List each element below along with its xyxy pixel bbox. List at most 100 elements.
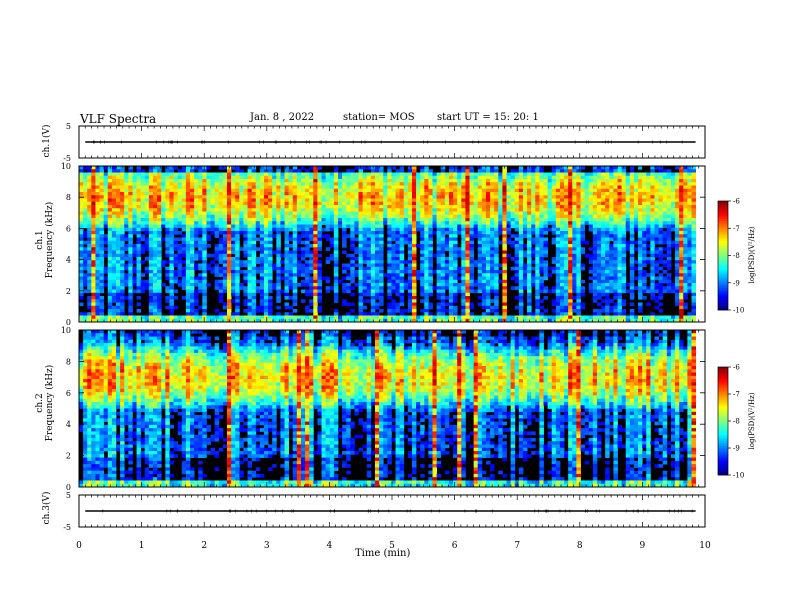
ch1-spectrogram-cell	[87, 237, 92, 242]
ch1-spectrogram-cell	[387, 266, 392, 271]
ch1-spectrogram-cell	[214, 266, 220, 271]
ch1-spectrogram-cell	[399, 260, 405, 264]
ch1-spectrogram-cell	[584, 315, 590, 320]
ch1-spectrogram-cell	[547, 188, 553, 193]
ch1-spectrogram-cell	[325, 289, 331, 294]
ch1-spectrogram-cell	[555, 257, 561, 261]
ch1-spectrogram-cell	[317, 315, 322, 320]
ch1-spectrogram-cell	[358, 240, 364, 245]
ch1-spectrogram-cell	[564, 224, 569, 229]
ch1-spectrogram-cell	[559, 227, 565, 232]
ch1-spectrogram-cell	[387, 309, 392, 313]
ch1-spectrogram-cell	[148, 237, 154, 242]
ch1-spectrogram-cell	[494, 179, 499, 183]
ch1-spectrogram-cell	[284, 211, 290, 216]
ch1-spectrogram-cell	[543, 211, 549, 216]
ch1-spectrogram-cell	[391, 198, 396, 203]
ch1-spectrogram-cell	[350, 211, 355, 216]
ch1-spectrogram-cell	[173, 273, 179, 277]
ch1-spectrogram-cell	[210, 172, 216, 177]
ch1-spectrogram-cell	[428, 312, 433, 316]
ch1-spectrogram-cell	[453, 214, 458, 219]
ch1-spectrogram-cell	[103, 218, 109, 222]
ch1-spectrogram-cell	[420, 260, 425, 264]
ch1-spectrogram-cell	[235, 179, 240, 183]
ch1-spectrogram-cell	[333, 192, 339, 196]
ch1-spectrogram-cell	[79, 192, 84, 196]
ch1-spectrogram-cell	[272, 227, 277, 232]
ch1-spectrogram-cell	[354, 270, 359, 274]
ch1-spectrogram-cell	[469, 253, 475, 258]
ch1-spectrogram-cell	[354, 175, 359, 180]
ch1-spectrogram-cell	[539, 286, 544, 290]
ch1-spectrogram-cell	[576, 231, 581, 235]
ch1-spectrogram-cell	[128, 188, 133, 193]
ch1-spectrogram-cell	[465, 305, 470, 310]
ch1-spectrogram-cell	[107, 211, 113, 216]
ch1-spectrogram-cell	[535, 299, 540, 303]
ch1-spectrogram-cell	[87, 266, 92, 271]
ch1-spectrogram-cell	[432, 214, 438, 219]
ch1-spectrogram-cell	[247, 250, 253, 255]
ch1-spectrogram-cell	[535, 305, 540, 310]
ch1-spectrogram-cell	[185, 224, 191, 229]
ch1-spectrogram-cell	[362, 188, 368, 193]
ch1-spectrogram-cell	[522, 286, 528, 290]
ch1-spectrogram-cell	[317, 198, 322, 203]
ch1-spectrogram-cell	[428, 240, 433, 245]
ch1-spectrogram-cell	[494, 201, 499, 206]
ch1-spectrogram-cell	[481, 266, 487, 271]
ch1-spectrogram-cell	[313, 273, 318, 277]
ch1-spectrogram-cell	[111, 234, 117, 238]
ch1-spectrogram-cell	[440, 260, 446, 264]
ch1-spectrogram-cell	[247, 263, 253, 268]
ch1-spectrogram-cell	[391, 318, 396, 323]
ch1-spectrogram-cell	[87, 201, 92, 206]
ch1-spectrogram-cell	[99, 221, 105, 225]
ch1-spectrogram-cell	[317, 244, 322, 248]
ch1-spectrogram-cell	[490, 305, 495, 310]
ch1-spectrogram-cell	[116, 253, 121, 258]
ch1-spectrogram-cell	[543, 315, 549, 320]
ch1-spectrogram-cell	[268, 240, 273, 245]
ch1-spectrogram-cell	[259, 182, 265, 186]
ch1-spectrogram-cell	[173, 205, 179, 209]
ch1-spectrogram-cell	[399, 309, 405, 313]
ch1-spectrogram-cell	[120, 188, 125, 193]
ch1-spectrogram-cell	[535, 257, 540, 261]
ch1-spectrogram-cell	[580, 318, 586, 323]
ch1-spectrogram-cell	[218, 166, 224, 170]
ch1-spectrogram-cell	[399, 234, 405, 238]
ch1-spectrogram-cell	[300, 257, 306, 261]
ch1-spectrogram-cell	[259, 169, 265, 173]
ch1-spectrogram-cell	[111, 192, 117, 196]
ch1-spectrogram-cell	[247, 296, 253, 300]
ch1-spectrogram-cell	[428, 292, 433, 297]
ch1-spectrogram-cell	[83, 247, 88, 251]
ch1-spectrogram-cell	[395, 250, 401, 255]
ch1-spectrogram-cell	[144, 240, 150, 245]
ch1-spectrogram-cell	[518, 260, 524, 264]
ch1-spectrogram-cell	[79, 240, 84, 245]
ch1-spectrogram-cell	[226, 205, 232, 209]
ch1-spectrogram-cell	[198, 240, 203, 245]
ch1-spectrogram-cell	[576, 279, 581, 284]
ch1-spectrogram-cell	[514, 270, 520, 274]
ch1-spectrogram-cell	[374, 166, 380, 170]
ch1-spectrogram-cell	[399, 169, 405, 173]
ch1-spectrogram-cell	[276, 198, 281, 203]
ch1-spectrogram-cell	[506, 175, 512, 180]
ch1-spectrogram-cell	[231, 247, 236, 251]
ch1-spectrogram-cell	[309, 234, 314, 238]
ch1-spectrogram-cell	[432, 208, 438, 212]
ch1-spectrogram-cell	[424, 247, 429, 251]
ch1-spectrogram-cell	[202, 201, 207, 206]
ch1-spectrogram-cell	[481, 286, 487, 290]
ch1-spectrogram-cell	[194, 244, 199, 248]
ch1-spectrogram-cell	[91, 312, 96, 316]
ch1-spectrogram-cell	[317, 195, 322, 199]
ch1-spectrogram-cell	[165, 218, 170, 222]
ch1-spectrogram-cell	[120, 273, 125, 277]
ch1-spectrogram-cell	[226, 227, 232, 232]
ch1-spectrogram-cell	[453, 192, 458, 196]
